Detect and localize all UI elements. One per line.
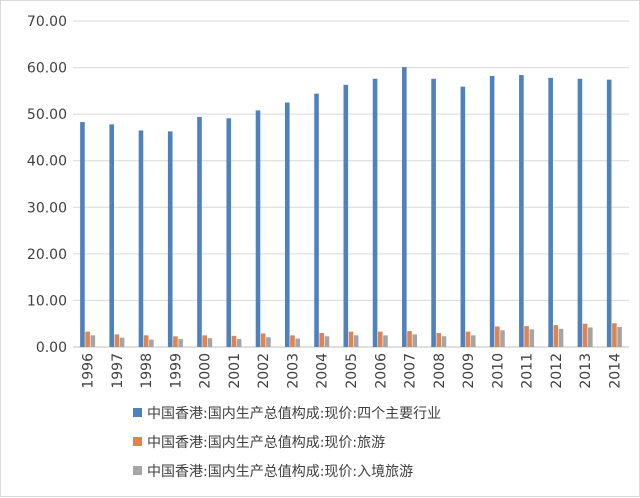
bar: [553, 325, 559, 347]
bar: [412, 334, 418, 347]
y-tick-label: 20.00: [27, 247, 67, 263]
bar: [143, 335, 149, 347]
x-axis-ticks: 1996 1997 1998 1999 2000 2001 2002 2003 2004 2005…: [81, 353, 624, 389]
bar: [465, 331, 471, 347]
bar: [606, 79, 612, 348]
legend: 中国香港:国内生产总值构成:现价:四个主要行业中国香港:国内生产总值构成:现价:…: [133, 406, 441, 480]
bar: [260, 333, 266, 347]
legend-swatch: [133, 437, 142, 446]
bar: [114, 334, 120, 347]
bar: [377, 331, 383, 347]
x-tick-label: 2002: [256, 353, 272, 389]
x-tick-label: 2003: [285, 353, 301, 389]
x-tick-label: 2012: [549, 353, 565, 389]
x-tick-label: 1999: [168, 353, 184, 389]
y-tick-label: 10.00: [27, 293, 67, 309]
bar: [612, 323, 617, 347]
bar: [343, 84, 349, 347]
bar: [582, 323, 588, 347]
bar: [372, 78, 378, 348]
bar: [353, 335, 359, 347]
x-tick-label: 2008: [432, 353, 448, 389]
legend-swatch: [133, 466, 142, 475]
bar: [500, 330, 505, 347]
bar: [431, 78, 436, 348]
x-tick-label: 2014: [607, 353, 623, 389]
x-tick-label: 2005: [344, 353, 360, 389]
bar: [202, 335, 207, 347]
bar: [290, 335, 295, 347]
bar: [470, 335, 476, 347]
bar: [324, 336, 330, 347]
bar: [348, 331, 354, 347]
bar: [558, 328, 564, 347]
bar: [495, 326, 500, 347]
x-tick-label: 1996: [81, 353, 97, 389]
y-tick-label: 50.00: [27, 107, 67, 123]
bar: [173, 336, 178, 347]
legend-label: 中国香港:国内生产总值构成:现价:入境旅游: [147, 464, 413, 480]
y-tick-label: 0.00: [36, 340, 67, 356]
bar: [402, 67, 407, 347]
x-tick-label: 2006: [373, 353, 389, 389]
bar: [617, 326, 622, 347]
bar: [489, 75, 495, 347]
bar: [119, 337, 125, 347]
bar: [436, 333, 442, 347]
bar: [149, 339, 154, 347]
y-tick-label: 60.00: [27, 61, 67, 77]
x-tick-label: 2013: [578, 353, 594, 389]
bar: [548, 77, 553, 348]
bar: [295, 338, 300, 347]
x-tick-label: 2001: [227, 353, 243, 389]
bar: [319, 333, 325, 347]
bar: [519, 75, 524, 347]
bar: [284, 102, 290, 347]
bar: [226, 118, 232, 347]
x-tick-label: 1998: [139, 353, 155, 389]
bar: [529, 329, 535, 347]
y-tick-label: 70.00: [27, 14, 67, 30]
x-tick-label: 2009: [461, 353, 477, 389]
y-tick-label: 30.00: [27, 200, 67, 216]
legend-label: 中国香港:国内生产总值构成:现价:四个主要行业: [147, 406, 441, 422]
bar: [90, 335, 96, 347]
bar: [236, 339, 242, 347]
bar: [460, 86, 466, 347]
bars: [80, 67, 622, 348]
bar: [577, 78, 583, 348]
x-tick-label: 2000: [198, 353, 214, 389]
bar: [441, 336, 447, 347]
legend-swatch: [133, 408, 142, 417]
bar: [255, 110, 261, 347]
y-axis-ticks: 0.00 10.00 20.00 30.00 40.00 50.00 60.00 70.00: [27, 14, 67, 356]
bar: [524, 326, 529, 347]
gridlines: [73, 20, 629, 348]
bar: [80, 122, 85, 347]
bar: [178, 339, 183, 347]
bar: [85, 331, 90, 347]
y-tick-label: 40.00: [27, 154, 67, 170]
bar: [138, 130, 144, 347]
bar: [407, 331, 412, 347]
bar: [207, 338, 213, 347]
bar: [197, 116, 202, 348]
x-tick-label: 2007: [403, 353, 419, 389]
bar: [588, 327, 593, 347]
x-tick-label: 2004: [315, 353, 331, 389]
x-tick-label: 1997: [110, 353, 126, 389]
legend-label: 中国香港:国内生产总值构成:现价:旅游: [147, 435, 385, 451]
x-tick-label: 2011: [520, 353, 536, 389]
bar: [266, 337, 271, 347]
bar: [109, 124, 114, 347]
bar: [383, 335, 388, 347]
bar: [314, 93, 319, 347]
bar: [231, 335, 237, 347]
x-tick-label: 2010: [490, 353, 506, 389]
bar: [167, 131, 173, 347]
